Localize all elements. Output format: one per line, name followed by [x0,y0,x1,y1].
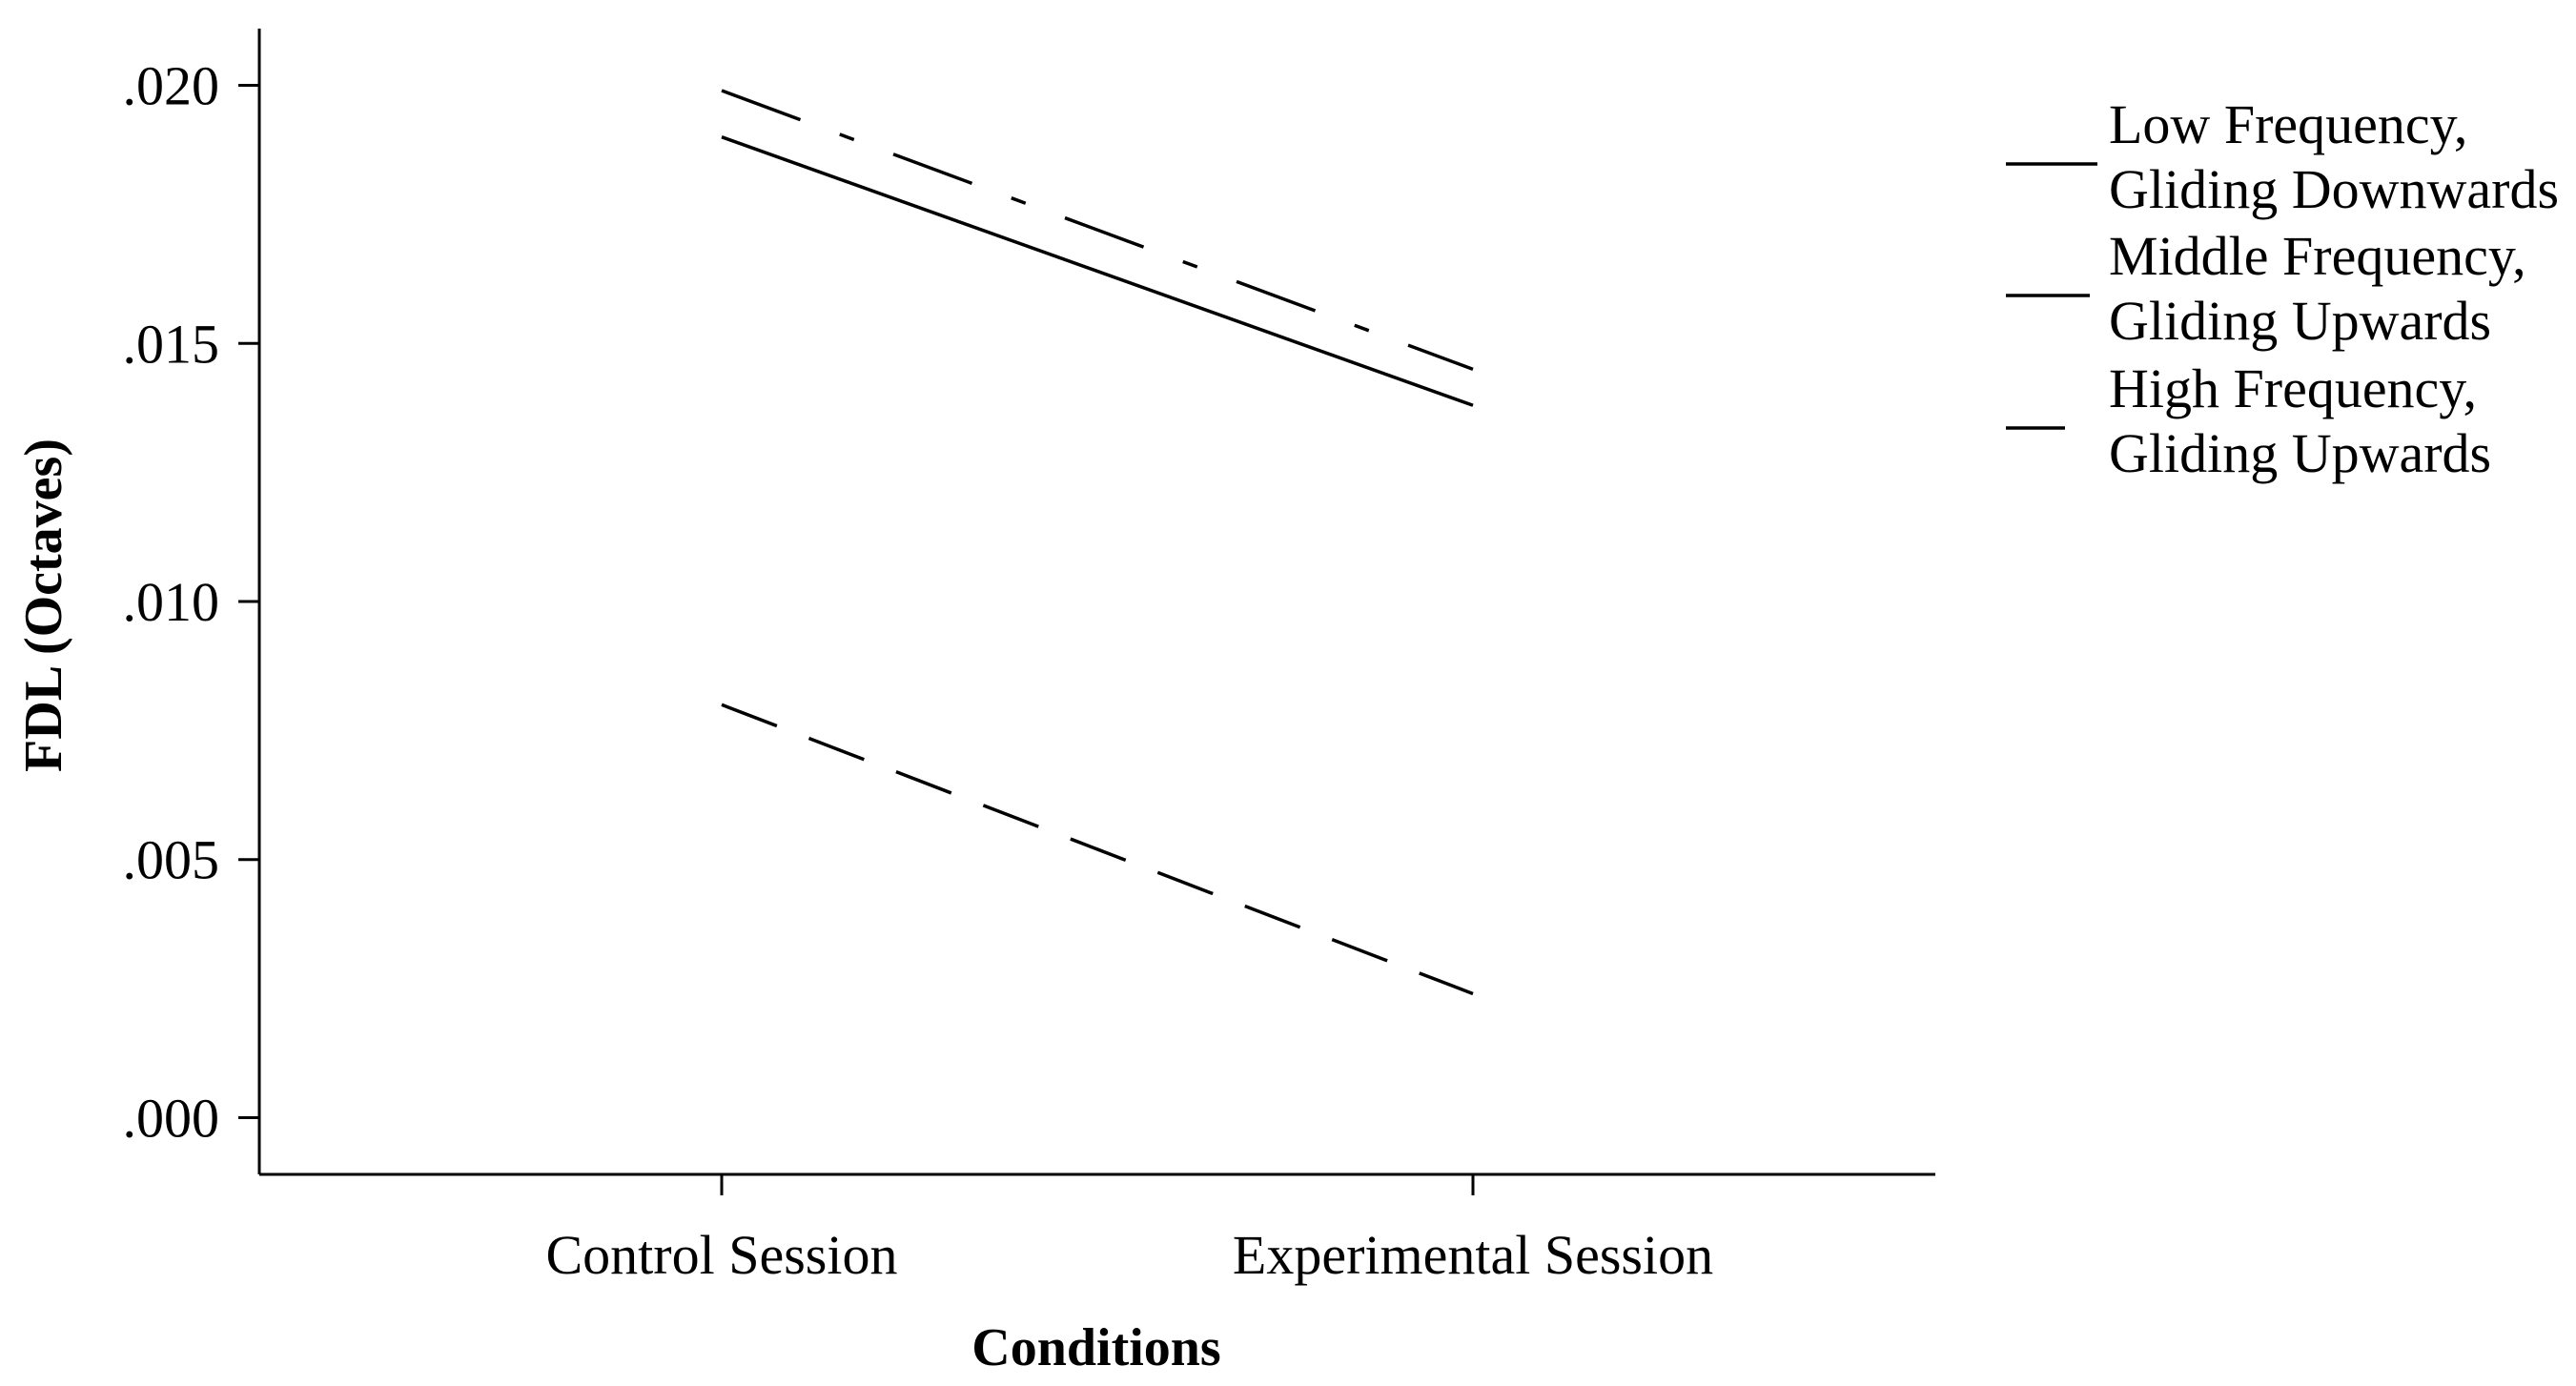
x-tick-label: Control Session [546,1224,898,1286]
legend-label-2: Gliding Upwards [2109,290,2491,352]
x-tick-label: Experimental Session [1233,1224,1713,1286]
series-line-3 [721,703,1474,996]
series-line-2 [721,89,1474,371]
legend-label-1: Gliding Downwards [2109,158,2559,220]
legend-label-2: Middle Frequency, [2109,225,2526,287]
legend-label-3: High Frequency, [2109,357,2477,419]
axes [257,29,1935,1176]
legend-label-1: Low Frequency, [2109,93,2467,155]
y-axis-ticks: .000 .005 .010 .015 .020 [123,55,259,1149]
y-tick-label: .010 [123,571,220,633]
y-tick-label: .005 [123,829,220,891]
series-layer [721,89,1474,996]
y-tick-label: .000 [123,1087,220,1149]
y-tick-label: .015 [123,313,220,375]
y-axis-title: FDL (Octaves) [14,438,73,772]
legend-label-3: Gliding Upwards [2109,422,2491,484]
series-line-1 [721,135,1474,407]
y-tick-label: .020 [123,55,220,117]
x-axis-ticks: Control Session Experimental Session [546,1174,1713,1286]
x-axis-title: Conditions [971,1318,1220,1377]
